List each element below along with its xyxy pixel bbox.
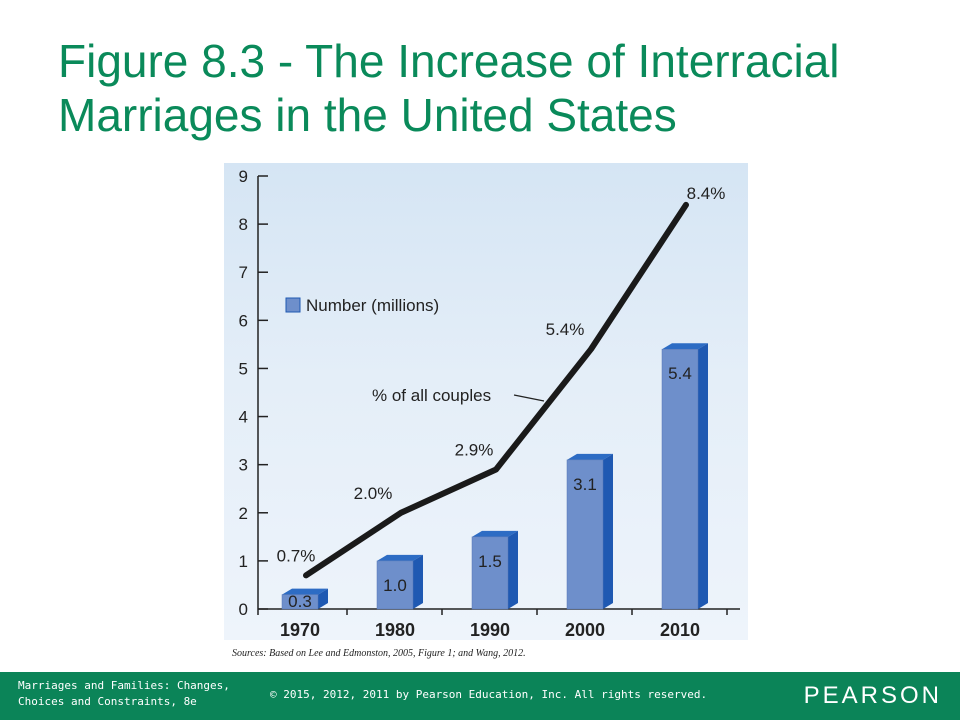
y-tick-label: 8 <box>239 215 248 234</box>
slide-title: Figure 8.3 - The Increase of Interracial… <box>58 35 840 141</box>
chart-panel: 0 1 2 3 4 5 6 7 8 9 1970 1980 1990 2000 2010 0.3 1.0 1.5 3… <box>224 163 748 640</box>
y-tick-label: 0 <box>239 600 248 619</box>
footer-course-title: Marriages and Families: Changes, Choices… <box>18 679 230 708</box>
bar-value-label: 0.3 <box>288 592 312 611</box>
y-tick-label: 3 <box>239 456 248 475</box>
percent-line <box>303 201 689 579</box>
bar-top <box>377 554 423 561</box>
bar <box>471 536 509 610</box>
x-tick-label: 1970 <box>280 620 320 640</box>
bar-value-label: 1.5 <box>478 552 502 571</box>
line-value-label: 2.0% <box>354 484 393 503</box>
bar <box>566 459 604 610</box>
bar-top <box>472 530 518 537</box>
line-callout-leader <box>513 394 545 402</box>
y-tick-label: 6 <box>239 311 248 330</box>
chart: 0 1 2 3 4 5 6 7 8 9 1970 1980 1990 2000 2010 0.3 1.0 1.5 3… <box>239 167 740 640</box>
x-tick-label: 1990 <box>470 620 510 640</box>
line-value-label: 2.9% <box>455 440 494 459</box>
bar-value-label: 3.1 <box>573 475 597 494</box>
bar-value-label: 5.4 <box>668 364 692 383</box>
bar-side <box>413 554 423 609</box>
bar-top <box>662 343 708 350</box>
line-value-label: 0.7% <box>277 546 316 565</box>
line-value-label: 8.4% <box>687 184 726 203</box>
chart-sources: Sources: Based on Lee and Edmonston, 200… <box>232 648 526 659</box>
line-callout-label: % of all couples <box>372 386 491 405</box>
bar-top <box>282 588 328 595</box>
y-tick-label: 2 <box>239 504 248 523</box>
legend-swatch <box>285 297 301 313</box>
y-tick-label: 4 <box>239 408 248 427</box>
footer-bar: Marriages and Families: Changes, Choices… <box>0 672 960 720</box>
bar-top <box>567 453 613 460</box>
y-tick-label: 5 <box>239 359 248 378</box>
bar-side <box>603 453 613 609</box>
bar-value-label: 1.0 <box>383 576 407 595</box>
publisher-logo: PEARSON <box>803 682 942 709</box>
y-tick-label: 7 <box>239 263 248 282</box>
x-tick-label: 2010 <box>660 620 700 640</box>
x-tick-label: 1980 <box>375 620 415 640</box>
footer-copyright: © 2015, 2012, 2011 by Pearson Education,… <box>270 688 708 701</box>
bar <box>281 594 319 610</box>
bar <box>661 348 699 610</box>
bar-side <box>698 343 708 609</box>
bar-side <box>318 588 328 609</box>
line-value-label: 5.4% <box>546 320 585 339</box>
x-tick-label: 2000 <box>565 620 605 640</box>
y-tick-label: 1 <box>239 552 248 571</box>
y-tick-label: 9 <box>239 167 248 186</box>
bar-side <box>508 530 518 609</box>
bar <box>376 560 414 610</box>
legend-label: Number (millions) <box>306 296 439 315</box>
